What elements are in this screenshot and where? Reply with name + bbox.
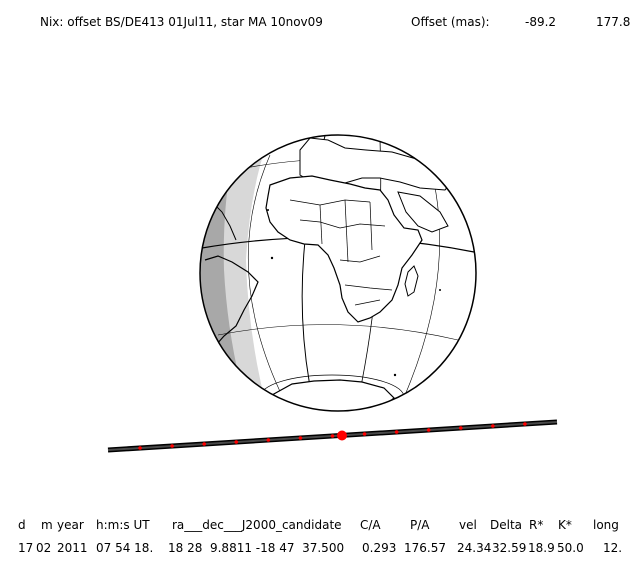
country-borders xyxy=(289,199,393,306)
table-cell: 18 28 9.8811 -18 47 37.500 xyxy=(168,541,345,555)
time-marker xyxy=(491,424,495,428)
table-cell: 0.293 xyxy=(362,541,397,555)
offset-ra-value: -89.2 xyxy=(525,15,557,29)
time-marker xyxy=(523,422,527,426)
column-header: long xyxy=(593,518,619,532)
globe-outline xyxy=(199,134,477,412)
island-dot xyxy=(270,256,274,260)
time-marker xyxy=(266,438,271,442)
offset-dec-value: 177.8 xyxy=(596,15,631,29)
time-marker xyxy=(394,430,399,434)
column-header: K* xyxy=(558,518,572,532)
island-dot xyxy=(267,209,269,211)
column-header: P/A xyxy=(410,518,430,532)
time-marker xyxy=(330,434,335,438)
column-header: R* xyxy=(529,518,544,532)
time-marker xyxy=(298,436,303,440)
meridian-line xyxy=(248,154,286,403)
offset-label: Offset (mas): xyxy=(411,15,490,29)
column-header: h:m:s UT xyxy=(96,518,150,532)
column-header: ra___dec___J2000_candidate xyxy=(172,518,342,532)
earth-globe xyxy=(199,134,477,412)
table-cell: 18.9 xyxy=(528,541,555,555)
column-header: C/A xyxy=(360,518,381,532)
table-cell: 02 xyxy=(36,541,52,555)
table-cell: 24.34 xyxy=(457,541,492,555)
africa-coast xyxy=(265,175,423,323)
table-cell: 07 54 18. xyxy=(96,541,154,555)
column-header: year xyxy=(57,518,84,532)
arabia-coast xyxy=(397,191,449,233)
shadow-path xyxy=(107,419,558,453)
island-dot xyxy=(439,289,441,291)
closest-approach-marker xyxy=(337,430,347,441)
island-dot xyxy=(393,373,397,377)
table-cell: 2011 xyxy=(57,541,88,555)
parallel-line xyxy=(217,324,459,341)
time-marker xyxy=(138,446,142,450)
table-cell: 32.59 xyxy=(492,541,527,555)
time-marker xyxy=(426,428,431,432)
meridian-line xyxy=(404,164,440,396)
time-marker xyxy=(362,432,367,436)
table-cell: 17 xyxy=(18,541,34,555)
table-cell: 50.0 xyxy=(557,541,584,555)
time-marker xyxy=(458,426,463,430)
column-header: Delta xyxy=(490,518,523,532)
madagascar-coast xyxy=(404,265,419,297)
time-marker xyxy=(202,442,207,446)
plot-title: Nix: offset BS/DE413 01Jul11, star MA 10… xyxy=(40,15,323,29)
column-header: d xyxy=(18,518,26,532)
table-cell: 12. xyxy=(603,541,623,555)
time-marker xyxy=(234,440,239,444)
time-marker xyxy=(170,444,174,448)
column-header: m xyxy=(41,518,53,532)
column-header: vel xyxy=(459,518,477,532)
table-cell: 176.57 xyxy=(404,541,446,555)
time-markers xyxy=(138,422,527,450)
